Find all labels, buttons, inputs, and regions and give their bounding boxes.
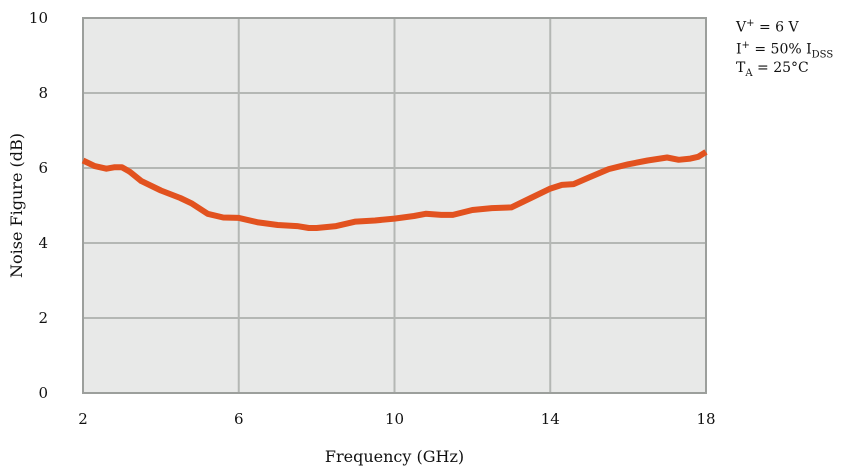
x-tick-label: 14	[541, 410, 560, 428]
y-tick-label: 0	[38, 384, 48, 402]
y-tick-label: 4	[38, 234, 48, 252]
y-tick-labels: 0 2 4 6 8 10	[29, 9, 48, 402]
iplus-value: = 50% I	[749, 41, 812, 58]
ta-symbol: T	[736, 60, 746, 76]
y-tick-label: 6	[38, 159, 48, 177]
condition-supply-voltage: V+ = 6 V	[736, 14, 799, 38]
ta-subscript: A	[745, 67, 753, 79]
y-tick-label: 10	[29, 9, 48, 27]
x-tick-label: 18	[696, 410, 715, 428]
condition-supply-current: I+ = 50% IDSS	[736, 36, 833, 65]
x-tick-labels: 2 6 10 14 18	[78, 410, 715, 428]
iplus-symbol: I	[736, 41, 742, 58]
plot-frame	[82, 17, 707, 394]
vplus-symbol: V	[736, 19, 747, 36]
y-tick-label: 8	[38, 84, 48, 102]
x-tick-label: 2	[78, 410, 88, 428]
x-tick-label: 6	[234, 410, 244, 428]
vplus-value: = 6 V	[754, 19, 799, 36]
iplus-subscript: DSS	[811, 49, 834, 61]
x-axis-title: Frequency (GHz)	[325, 447, 464, 466]
vplus-superscript: +	[746, 18, 755, 29]
noise-figure-curve	[81, 149, 708, 231]
iplus-superscript: +	[741, 40, 750, 51]
ta-value: = 25°C	[752, 60, 809, 76]
y-tick-label: 2	[38, 309, 48, 327]
x-tick-label: 10	[385, 410, 404, 428]
y-axis-title: Noise Figure (dB)	[7, 133, 26, 278]
condition-ambient-temperature: TA = 25°C	[736, 58, 809, 84]
